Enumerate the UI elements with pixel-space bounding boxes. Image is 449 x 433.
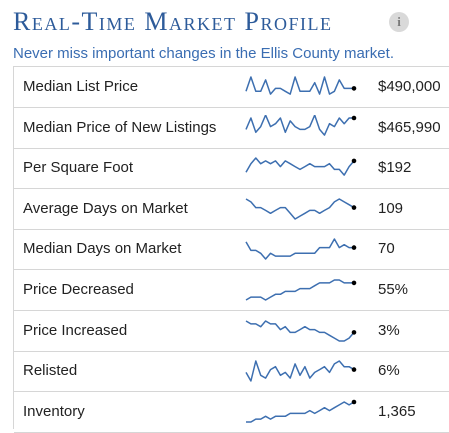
metric-row[interactable]: Median List Price $490,000	[14, 67, 449, 108]
metric-row[interactable]: Average Days on Market 109	[14, 189, 449, 230]
sparkline-line	[245, 238, 354, 260]
metric-label: Inventory	[23, 403, 85, 420]
metric-row[interactable]: Median Days on Market 70	[14, 229, 449, 270]
sparkline-line	[245, 115, 354, 136]
metric-label: Median Days on Market	[23, 240, 182, 257]
sparkline-line	[245, 320, 355, 342]
sparkline-endpoint	[351, 245, 357, 250]
metric-sparkline	[246, 399, 357, 423]
metric-value: 6%	[378, 362, 400, 379]
sparkline-line	[245, 279, 354, 301]
sparkline-endpoint	[351, 205, 357, 210]
sparkline-endpoint	[351, 330, 357, 335]
metric-value: $192	[378, 159, 412, 176]
metric-value: 3%	[378, 322, 400, 339]
sparkline-line	[246, 401, 355, 423]
metric-row[interactable]: Median Price of New Listings $465,990	[14, 108, 449, 149]
metric-label: Median List Price	[23, 78, 139, 95]
metric-label: Relisted	[23, 362, 78, 379]
metric-row[interactable]: Inventory 1,365	[14, 392, 449, 433]
metric-sparkline	[245, 115, 357, 136]
metric-label: Price Increased	[23, 322, 128, 339]
sparkline-line	[245, 157, 355, 176]
metric-row[interactable]: Price Decreased 55%	[14, 270, 449, 311]
page-title: Real-Time Market Profile	[13, 7, 333, 36]
metric-row[interactable]: Price Increased 3%	[14, 311, 449, 352]
metric-sparkline	[245, 76, 357, 95]
metric-sparkline	[245, 360, 357, 382]
sparkline-endpoint	[351, 86, 357, 91]
metric-label: Per Square Foot	[23, 159, 134, 176]
metric-sparkline	[245, 279, 357, 301]
sparkline-endpoint	[351, 399, 357, 405]
sparkline-line	[245, 76, 354, 95]
metric-label: Median Price of New Listings	[23, 119, 217, 136]
sparkline-endpoint	[351, 280, 357, 286]
metric-value: 70	[378, 240, 395, 257]
page-subtitle: Never miss important changes in the Elli…	[13, 45, 394, 62]
sparkline-endpoint	[351, 158, 357, 164]
metric-row[interactable]: Relisted 6%	[14, 351, 449, 392]
sparkline-endpoint	[351, 367, 357, 372]
metric-sparkline	[245, 157, 357, 176]
sparkline-line	[245, 360, 355, 382]
sparkline-line	[245, 198, 355, 220]
metric-label: Average Days on Market	[23, 200, 188, 217]
metric-sparkline	[245, 198, 357, 220]
metric-label: Price Decreased	[23, 281, 134, 298]
sparkline-endpoint	[351, 115, 357, 121]
header: Real-Time Market Profile i	[13, 9, 443, 37]
metric-value: 1,365	[378, 403, 416, 420]
metric-sparkline	[245, 320, 357, 342]
metric-value: 109	[378, 200, 404, 217]
market-profile-table: Median List Price $490,000 Median Price of…	[13, 66, 449, 433]
info-icon[interactable]: i	[389, 12, 409, 32]
metric-sparkline	[245, 238, 357, 260]
metric-value: $465,990	[378, 119, 441, 136]
metric-row[interactable]: Per Square Foot $192	[14, 148, 449, 189]
metric-value: 55%	[378, 281, 409, 298]
metric-value: $490,000	[378, 78, 441, 95]
